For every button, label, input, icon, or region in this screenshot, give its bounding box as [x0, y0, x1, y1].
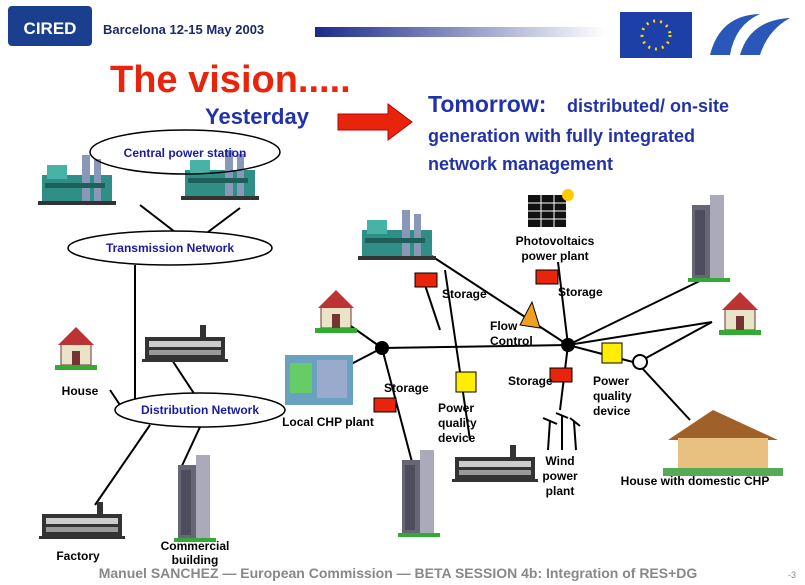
label: Storage — [384, 381, 429, 395]
yesterday-diagram — [38, 130, 285, 542]
label: Flow — [490, 319, 518, 333]
label: Local CHP plant — [282, 415, 374, 429]
label: Power — [438, 401, 474, 415]
label: device — [593, 404, 631, 418]
label: Transmission Network — [106, 241, 234, 255]
label: power plant — [521, 249, 588, 263]
label: Central power station — [124, 146, 247, 160]
title: The vision..... — [110, 59, 351, 101]
tomorrow-line: generation with fully integrated — [428, 126, 695, 146]
label: Power — [593, 374, 629, 388]
event: Barcelona 12-15 May 2003 — [103, 22, 264, 37]
slide: CIRED Barcelona 12-15 May 2003 The visio… — [0, 0, 805, 585]
footer: Manuel SANCHEZ — European Commission — B… — [99, 565, 698, 581]
page-number: -3 — [788, 570, 796, 580]
label: quality — [438, 416, 477, 430]
header-bar — [315, 27, 605, 37]
yesterday: Yesterday — [205, 104, 310, 129]
label: device — [438, 431, 476, 445]
label: House with domestic CHP — [621, 474, 770, 488]
label: Storage — [558, 285, 603, 299]
label: Factory — [56, 549, 100, 563]
label: Storage — [442, 287, 487, 301]
label: House — [62, 384, 99, 398]
logo-text: CIRED — [24, 19, 77, 38]
label: Storage — [508, 374, 553, 388]
label: Control — [490, 334, 533, 348]
label: plant — [546, 484, 575, 498]
arrow — [338, 104, 412, 140]
eu-flag — [620, 12, 692, 58]
tomorrow-line: distributed/ on-site — [567, 96, 729, 116]
fp6-logo — [710, 14, 790, 55]
label: power — [542, 469, 578, 483]
tomorrow-line: network management — [428, 154, 613, 174]
label: quality — [593, 389, 632, 403]
tomorrow: Tomorrow: — [428, 91, 546, 117]
label: Wind — [545, 454, 574, 468]
label: Distribution Network — [141, 403, 259, 417]
label: Commercial — [161, 539, 230, 553]
label: Photovoltaics — [516, 234, 595, 248]
